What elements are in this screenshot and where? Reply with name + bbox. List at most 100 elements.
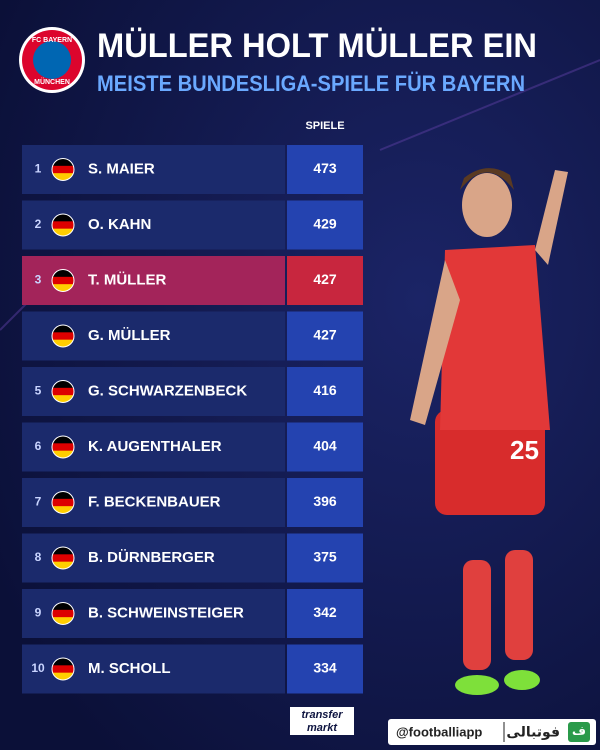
value-cell (287, 478, 363, 527)
flag (51, 657, 75, 681)
flag-ring (51, 380, 75, 403)
appearances: 375 (313, 549, 337, 565)
player-name: S. MAIER (88, 160, 155, 177)
flag-stripe (52, 339, 74, 347)
value-cell (287, 256, 363, 305)
table-row: 3 T. MÜLLER 427 (22, 256, 363, 305)
flag (51, 546, 75, 570)
value-cell (287, 644, 363, 694)
credit-box (388, 719, 596, 745)
player-name: O. KAHN (88, 216, 151, 233)
appearances: 427 (313, 271, 337, 287)
flag-ring (51, 657, 75, 681)
appearances: 334 (313, 660, 337, 676)
flag-stripes (52, 158, 74, 181)
table-row: 2 O. KAHN 429 (22, 200, 363, 250)
flag-stripe (52, 561, 74, 569)
rank: 2 (35, 217, 42, 231)
player-image: 25 (410, 168, 568, 695)
table-row: 10 M. SCHOLL 334 (22, 644, 363, 694)
flag (51, 491, 75, 514)
flag-stripe (52, 491, 74, 500)
flag (51, 435, 75, 459)
flag-stripe (52, 158, 74, 167)
flag-stripe (52, 498, 74, 507)
flag-stripe (52, 443, 74, 452)
value-cell (287, 200, 363, 250)
flag-stripes (52, 547, 74, 569)
player-name: G. SCHWARZENBECK (88, 382, 247, 399)
source-text: transfer (302, 709, 344, 721)
flag-stripes (52, 602, 74, 625)
appearances: 416 (313, 382, 337, 398)
appearances: 429 (313, 216, 337, 232)
subtitle: MEISTE BUNDESLIGA-SPIELE FÜR BAYERN (97, 71, 525, 96)
flag (51, 213, 75, 237)
flag-stripe (52, 380, 74, 389)
rank: 6 (35, 439, 42, 453)
player-name: G. MÜLLER (88, 327, 171, 344)
appearances: 342 (313, 604, 337, 620)
table-row: 9 B. SCHWEINSTEIGER 342 (22, 589, 363, 638)
flag (51, 324, 75, 348)
rank: 5 (35, 384, 42, 398)
flag-stripes (52, 658, 74, 680)
source-logo: transfer markt (290, 707, 354, 735)
flag-ring (51, 602, 75, 625)
rank: 10 (31, 661, 45, 675)
flag-stripes (52, 269, 74, 292)
column-label: SPIELE (305, 120, 344, 132)
flag-stripe (52, 325, 74, 333)
shirt-number: 25 (510, 435, 539, 465)
flag-stripe (52, 554, 74, 563)
value-cell (287, 422, 363, 472)
flag-ring (51, 546, 75, 570)
rank: 1 (35, 162, 42, 176)
appearances: 404 (313, 438, 337, 454)
appearances: 427 (313, 327, 337, 343)
decor-streak (379, 59, 600, 151)
flag (51, 602, 75, 625)
table-row: 5 G. SCHWARZENBECK 416 (22, 367, 363, 416)
player-name: T. MÜLLER (88, 271, 166, 288)
flag-stripes (52, 436, 74, 458)
flag-stripe (52, 221, 74, 230)
flag-stripe (52, 658, 74, 666)
flag-stripe (52, 547, 74, 555)
flag-stripe (52, 269, 74, 278)
appearances: 396 (313, 493, 337, 509)
flag-stripe (52, 506, 74, 514)
table-row: 6 K. AUGENTHALER 404 (22, 422, 363, 472)
brand-icon: ف (572, 724, 586, 738)
brand-icon-box (568, 722, 590, 742)
rank: 3 (35, 273, 42, 287)
source-text: markt (307, 722, 338, 734)
table-row: 8 B. DÜRNBERGER 375 (22, 533, 363, 583)
flag-ring (51, 435, 75, 459)
value-cell (287, 311, 363, 361)
flag-stripe (52, 332, 74, 341)
flag-stripe (52, 228, 74, 236)
flag-stripe (52, 284, 74, 292)
appearances: 473 (313, 160, 337, 176)
value-cell (287, 367, 363, 416)
logo-text: MÜNCHEN (34, 77, 70, 86)
rank: 7 (35, 495, 42, 509)
logo-text: FC BAYERN (32, 37, 72, 44)
flag-ring (51, 213, 75, 237)
value-cell (287, 533, 363, 583)
flag-stripe (52, 450, 74, 458)
table-row: 7 F. BECKENBAUER 396 (22, 478, 363, 527)
title: MÜLLER HOLT MÜLLER EIN (97, 27, 537, 65)
flag-stripe (52, 214, 74, 222)
flag (51, 158, 75, 181)
rank: 8 (35, 550, 42, 564)
rank: 9 (35, 606, 42, 620)
flag-stripe (52, 276, 74, 285)
value-cell (287, 145, 363, 194)
flag-stripe (52, 387, 74, 396)
flag-ring (51, 158, 75, 181)
player-name: B. DÜRNBERGER (88, 549, 215, 566)
brand: فوتبالی (506, 724, 560, 741)
